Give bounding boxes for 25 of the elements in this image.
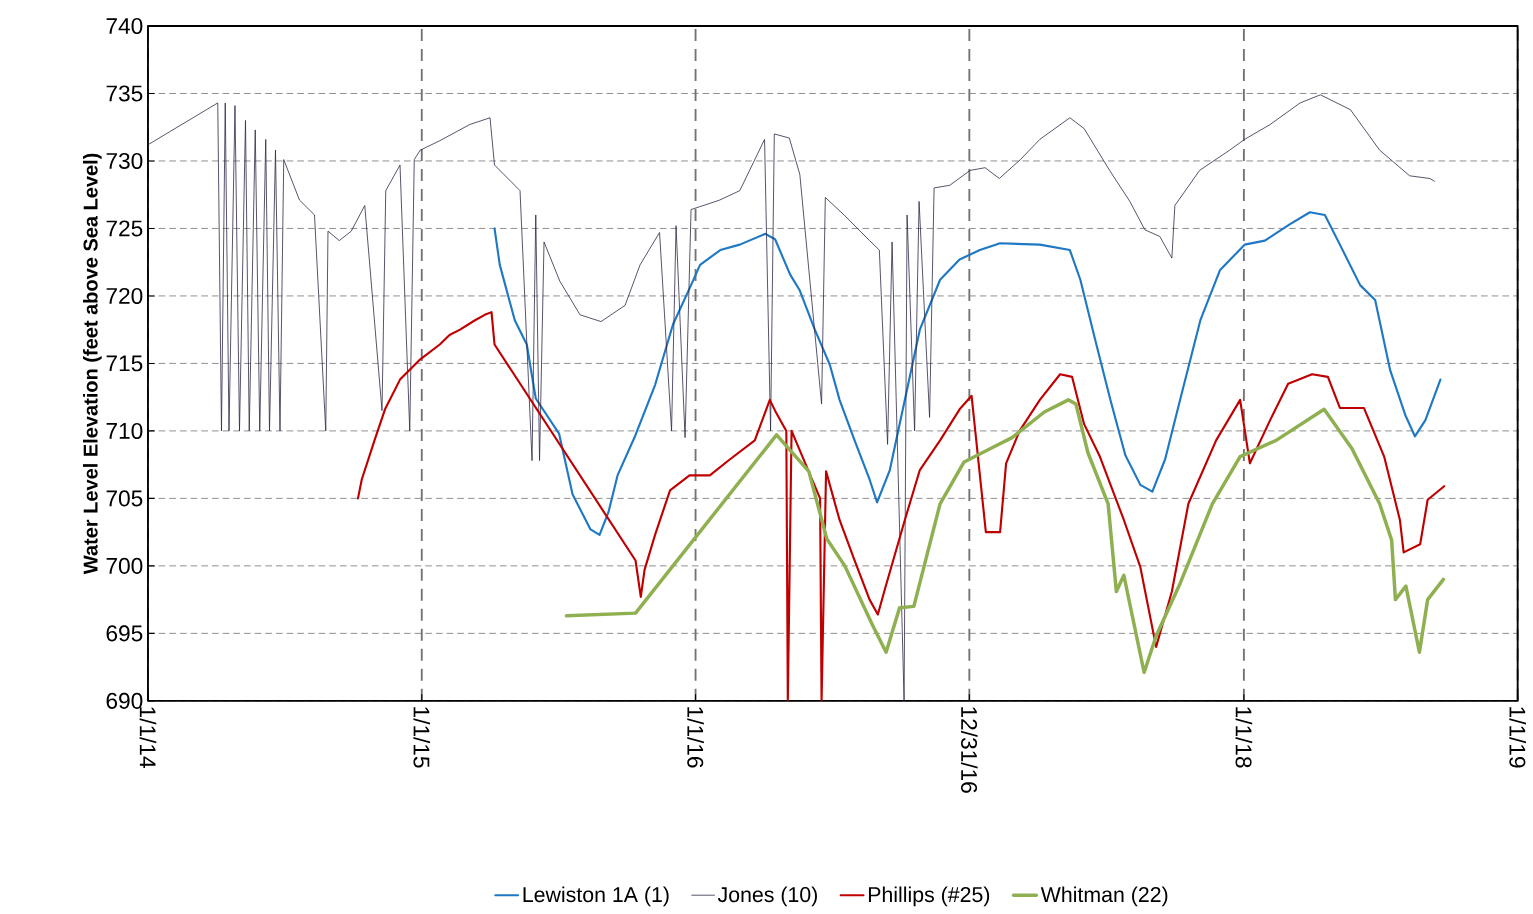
line-series [147,94,1435,701]
y-tick-label: 690 [106,692,143,709]
x-tick-label: 1/1/14 [139,707,157,768]
y-axis-title: Water Level Elevation (feet above Sea Level) [83,153,102,575]
legend-label: Jones (10) [717,886,817,907]
y-tick-label: 700 [106,557,143,574]
y-tick-label: 705 [106,490,143,507]
y-tick-label: 730 [106,153,143,170]
x-tick-label: 1/1/16 [687,707,704,768]
x-tick-label: 1/1/18 [1235,707,1253,768]
y-tick-label: 695 [106,625,143,642]
line-series [564,398,1446,675]
x-tick-label: 1/1/15 [413,707,431,768]
legend-label: Lewiston 1A (1) [523,886,669,907]
legend-label: Whitman (22) [1040,886,1168,907]
y-tick-label: 725 [106,220,143,237]
x-tick-label: 12/31/16 [961,707,978,793]
y-tick-label: 715 [106,355,143,372]
y-tick-label: 720 [106,288,143,305]
x-tick-label: 1/1/19 [1509,707,1526,768]
legend-label: Phillips (#25) [868,886,990,907]
y-tick-label: 735 [106,85,143,102]
y-tick-label: 740 [106,18,143,35]
y-tick-label: 710 [106,422,143,440]
line-series [356,311,1446,701]
